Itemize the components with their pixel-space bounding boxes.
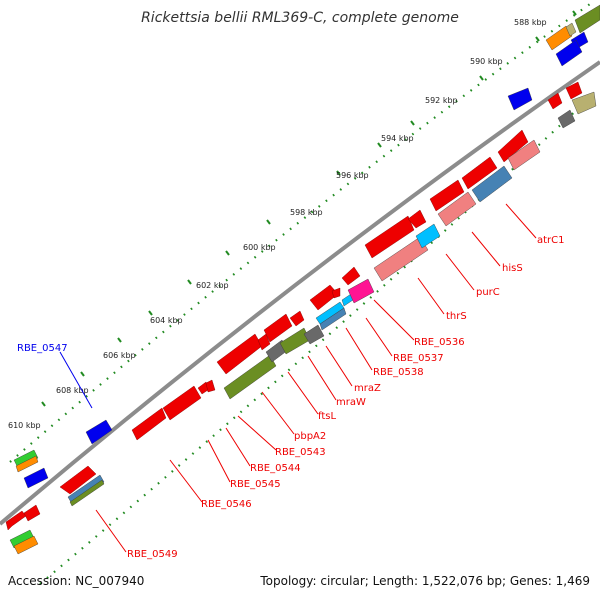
gene-arrow <box>545 25 573 51</box>
gene-arrow <box>263 313 293 343</box>
gene-label: pbpA2 <box>294 431 326 442</box>
gene-bar <box>303 324 325 345</box>
genome-backbone <box>0 60 600 526</box>
kbp-label: 608 kbp <box>56 386 89 395</box>
gene-arrow <box>23 467 49 489</box>
kbp-label: 604 kbp <box>150 316 183 325</box>
gene-arrow <box>257 333 271 351</box>
kbp-label: 590 kbp <box>470 57 503 66</box>
gene-label: atrC1 <box>537 235 565 246</box>
gene-arrow <box>23 504 41 522</box>
gene-arrow <box>5 510 27 531</box>
gene-label: RBE_0537 <box>393 353 444 364</box>
gene-arrow <box>407 209 427 229</box>
kbp-label: 594 kbp <box>381 134 414 143</box>
gene-arrow <box>555 39 583 67</box>
kbp-label: 600 kbp <box>243 243 276 252</box>
map-title: Rickettsia bellii RML369-C, complete gen… <box>141 10 459 26</box>
kbp-label: 610 kbp <box>8 421 41 430</box>
gene-bar <box>319 307 347 331</box>
gene-arrow <box>13 535 39 555</box>
gene-bar <box>373 236 429 282</box>
gene-arrow <box>364 215 415 259</box>
reverse-genes <box>67 139 541 507</box>
gene-label: RBE_0544 <box>250 463 301 474</box>
gene-bar <box>415 223 441 249</box>
gene-label: hisS <box>502 263 523 274</box>
gene-arrow <box>547 92 563 110</box>
gene-label: RBE_0549 <box>127 549 178 560</box>
outer-tick-track <box>9 3 591 463</box>
gene-label: RBE_0543 <box>275 447 326 458</box>
kbp-labels: 588 kbp 590 kbp 592 kbp 594 kbp 596 kbp … <box>8 18 547 430</box>
major-ticks <box>41 10 577 407</box>
kbp-label: 588 kbp <box>514 18 547 27</box>
gene-label: purC <box>476 287 500 298</box>
label-connector-blue <box>59 351 93 409</box>
gene-arrow <box>331 287 341 299</box>
gene-arrow <box>85 419 113 445</box>
kbp-label: 598 kbp <box>290 208 323 217</box>
top-right-genes <box>507 4 600 129</box>
kbp-label: 606 kbp <box>103 351 136 360</box>
gene-bar <box>223 354 277 400</box>
gene-label: thrS <box>446 311 467 322</box>
gene-bar <box>437 191 477 227</box>
gene-arrow <box>15 455 39 473</box>
gene-arrow <box>59 465 97 495</box>
gene-arrow <box>571 91 597 115</box>
gene-label: RBE_0547 <box>17 343 68 354</box>
gene-arrow <box>507 87 533 111</box>
kbp-label: 596 kbp <box>336 171 369 180</box>
gene-label: RBE_0536 <box>414 337 465 348</box>
gene-bar <box>279 327 311 355</box>
left-genes <box>9 419 113 555</box>
forward-genes <box>5 81 583 531</box>
gene-label-group: atrC1 hisS purC thrS RBE_0536 RBE_0537 R… <box>17 235 565 560</box>
kbp-label: 592 kbp <box>425 96 458 105</box>
gene-bar <box>69 479 105 507</box>
gene-bar <box>471 165 513 203</box>
gene-bar <box>347 278 375 304</box>
gene-arrow <box>429 179 465 212</box>
gene-arrow <box>13 449 39 469</box>
gene-arrow <box>162 385 202 421</box>
gene-label: RBE_0545 <box>230 479 281 490</box>
gene-arrow <box>131 407 167 441</box>
gene-arrow <box>341 266 361 286</box>
topology-summary: Topology: circular; Length: 1,522,076 bp… <box>260 574 590 588</box>
gene-arrow <box>289 310 305 327</box>
gene-label: mraW <box>336 397 366 408</box>
gene-label: RBE_0538 <box>373 367 424 378</box>
gene-arrow <box>497 129 529 163</box>
accession-text: Accession: NC_007940 <box>8 574 145 588</box>
gene-arrow <box>574 4 600 34</box>
gene-label: mraZ <box>354 383 381 394</box>
gene-arrow <box>557 109 576 129</box>
gene-arrow <box>205 379 216 393</box>
label-connectors <box>95 203 537 553</box>
gene-arrow <box>565 81 583 100</box>
gene-arrow <box>565 22 577 37</box>
gene-arrow <box>461 156 498 190</box>
gene-label: RBE_0546 <box>201 499 252 510</box>
kbp-label: 602 kbp <box>196 281 229 290</box>
gene-bar <box>507 139 541 171</box>
gene-label: ftsL <box>318 411 336 422</box>
